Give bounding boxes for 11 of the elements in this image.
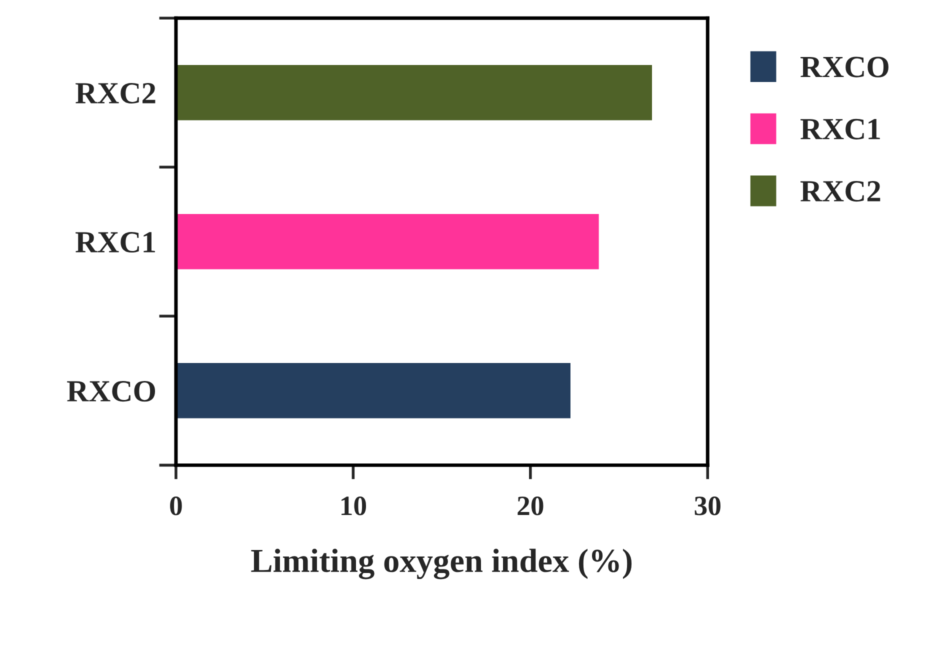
legend-label: RXC2 [800, 181, 880, 202]
x-axis-title: Limiting oxygen index (%) [251, 548, 632, 580]
y-tick-label: RXC2 [76, 82, 156, 104]
y-tick-label: RXCO [67, 381, 156, 402]
x-tick-label: 30 [694, 496, 720, 516]
x-tick-label: 10 [342, 496, 366, 516]
legend-label: RXC1 [800, 118, 880, 140]
x-tick-label: 20 [518, 496, 544, 516]
y-tick-label: RXC1 [76, 232, 155, 253]
x-tick-label: 0 [170, 496, 182, 516]
legend-label: RXCO [800, 56, 888, 78]
